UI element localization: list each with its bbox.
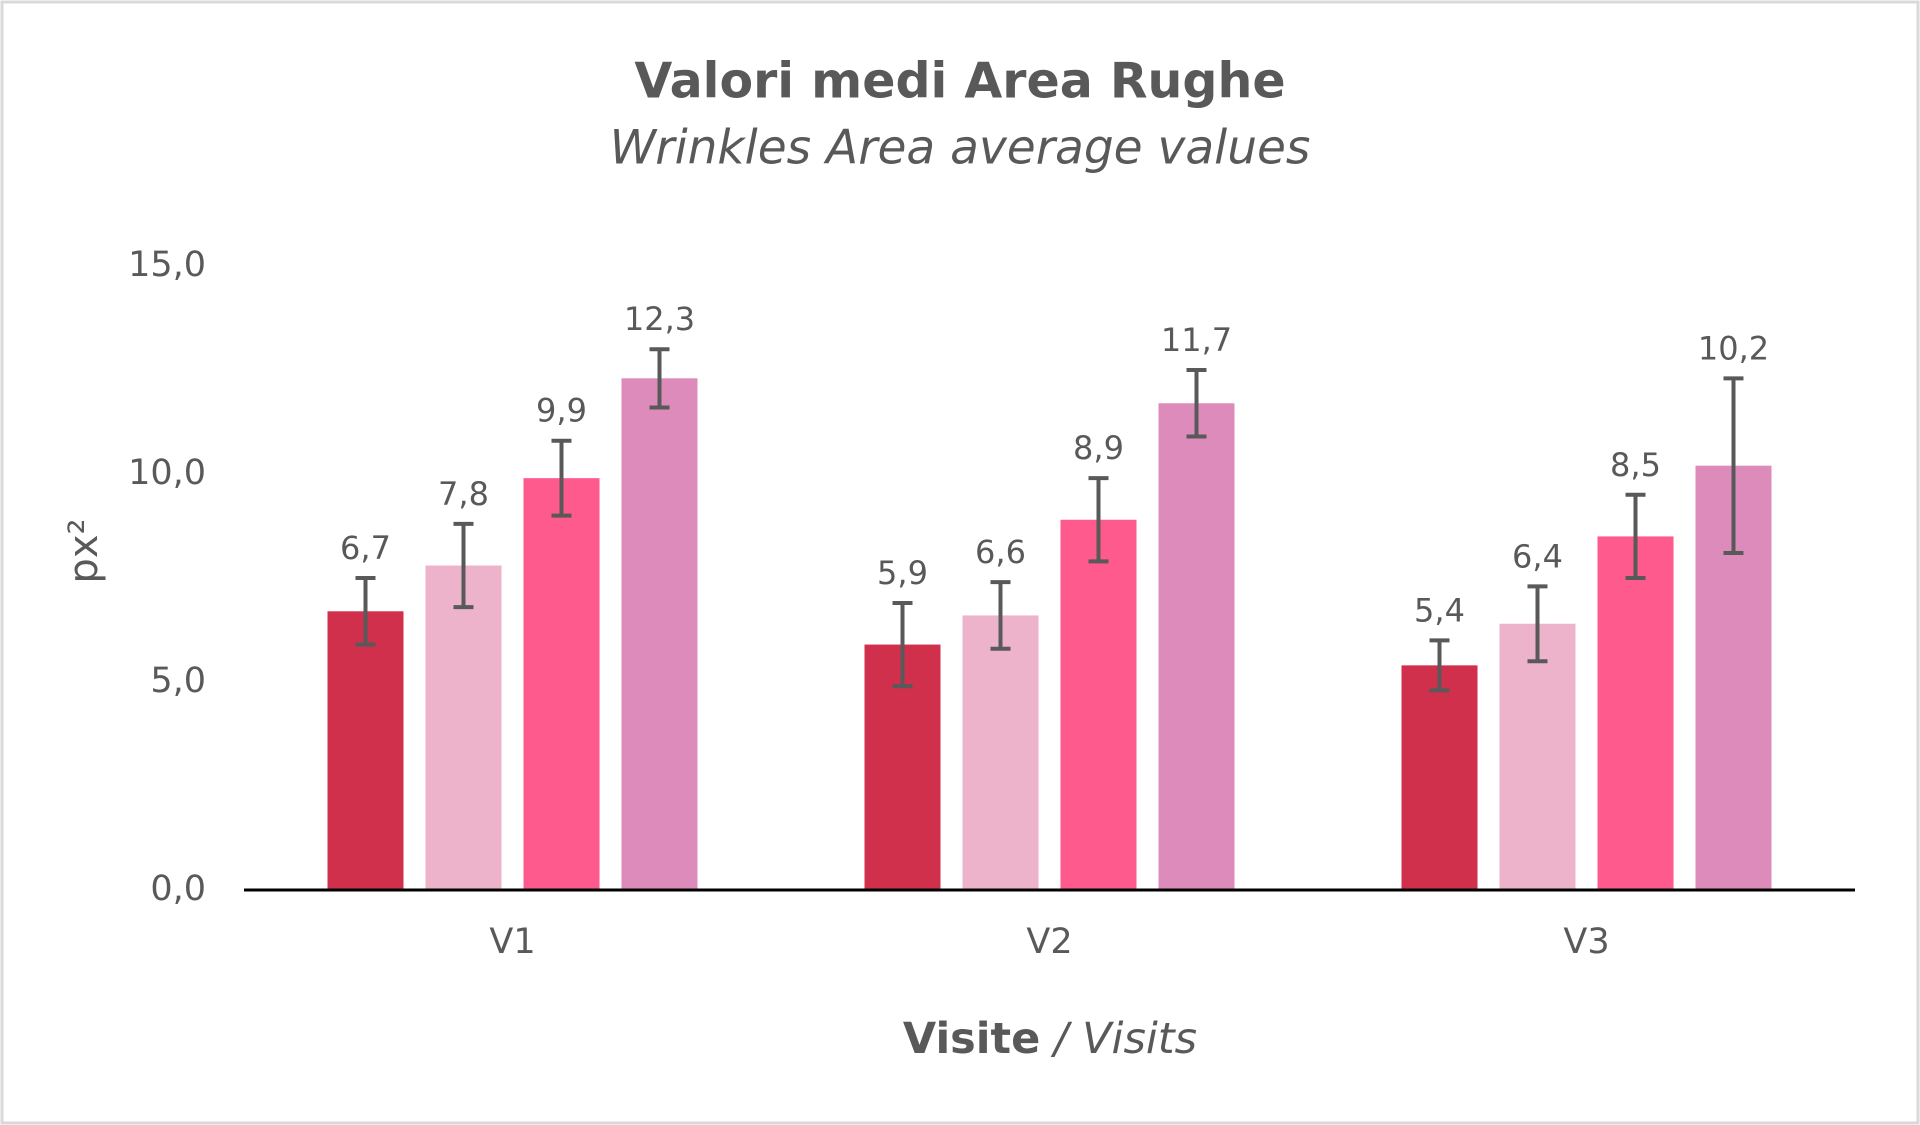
data-label: 12,3 [624, 300, 695, 338]
bar [327, 611, 404, 890]
data-label: 10,2 [1698, 329, 1769, 367]
data-label: 5,9 [877, 554, 928, 592]
error-bar [355, 576, 376, 647]
error-bar [1088, 476, 1109, 564]
x-tick-label: V1 [489, 922, 535, 962]
error-bar [453, 521, 474, 610]
data-label: 7,8 [438, 475, 489, 513]
data-label: 6,6 [975, 533, 1026, 571]
y-tick-label: 10,0 [128, 453, 206, 493]
error-bar [1723, 376, 1744, 556]
y-axis-label: px² [61, 518, 107, 583]
bar [1401, 665, 1478, 890]
error-bar [1625, 492, 1646, 580]
x-axis-label: Visite / Visits [903, 1014, 1197, 1064]
y-tick-label: 0,0 [150, 869, 206, 909]
bar [962, 615, 1039, 890]
error-bar [649, 347, 670, 410]
data-label: 8,9 [1073, 429, 1124, 467]
x-tick-label: V3 [1563, 922, 1609, 962]
data-label: 6,4 [1512, 537, 1563, 575]
error-bar [1429, 638, 1450, 693]
data-label: 9,9 [536, 392, 587, 430]
y-tick-label: 5,0 [150, 661, 206, 701]
y-tick-label: 15,0 [128, 245, 206, 285]
x-tick-label: V2 [1026, 922, 1072, 962]
error-bar [1527, 584, 1548, 664]
data-label: 5,4 [1414, 591, 1465, 629]
bar [1060, 519, 1137, 890]
error-bar [990, 580, 1011, 651]
bar [621, 378, 698, 890]
error-bar [892, 600, 913, 689]
bar [1499, 623, 1576, 890]
data-label: 8,5 [1610, 446, 1661, 484]
chart-title: Valori medi Area Rughe [634, 53, 1285, 110]
error-bar [551, 438, 572, 518]
bar [1158, 403, 1235, 890]
data-label: 11,7 [1161, 321, 1232, 359]
error-bar [1186, 368, 1207, 439]
x-axis-label-alt: / Visits [1050, 1014, 1197, 1064]
bar [1597, 536, 1674, 890]
data-label: 6,7 [340, 529, 391, 567]
x-axis-label-main: Visite [903, 1014, 1040, 1064]
bar [425, 565, 502, 890]
chart-subtitle: Wrinkles Area average values [610, 121, 1311, 176]
bar [523, 478, 600, 890]
